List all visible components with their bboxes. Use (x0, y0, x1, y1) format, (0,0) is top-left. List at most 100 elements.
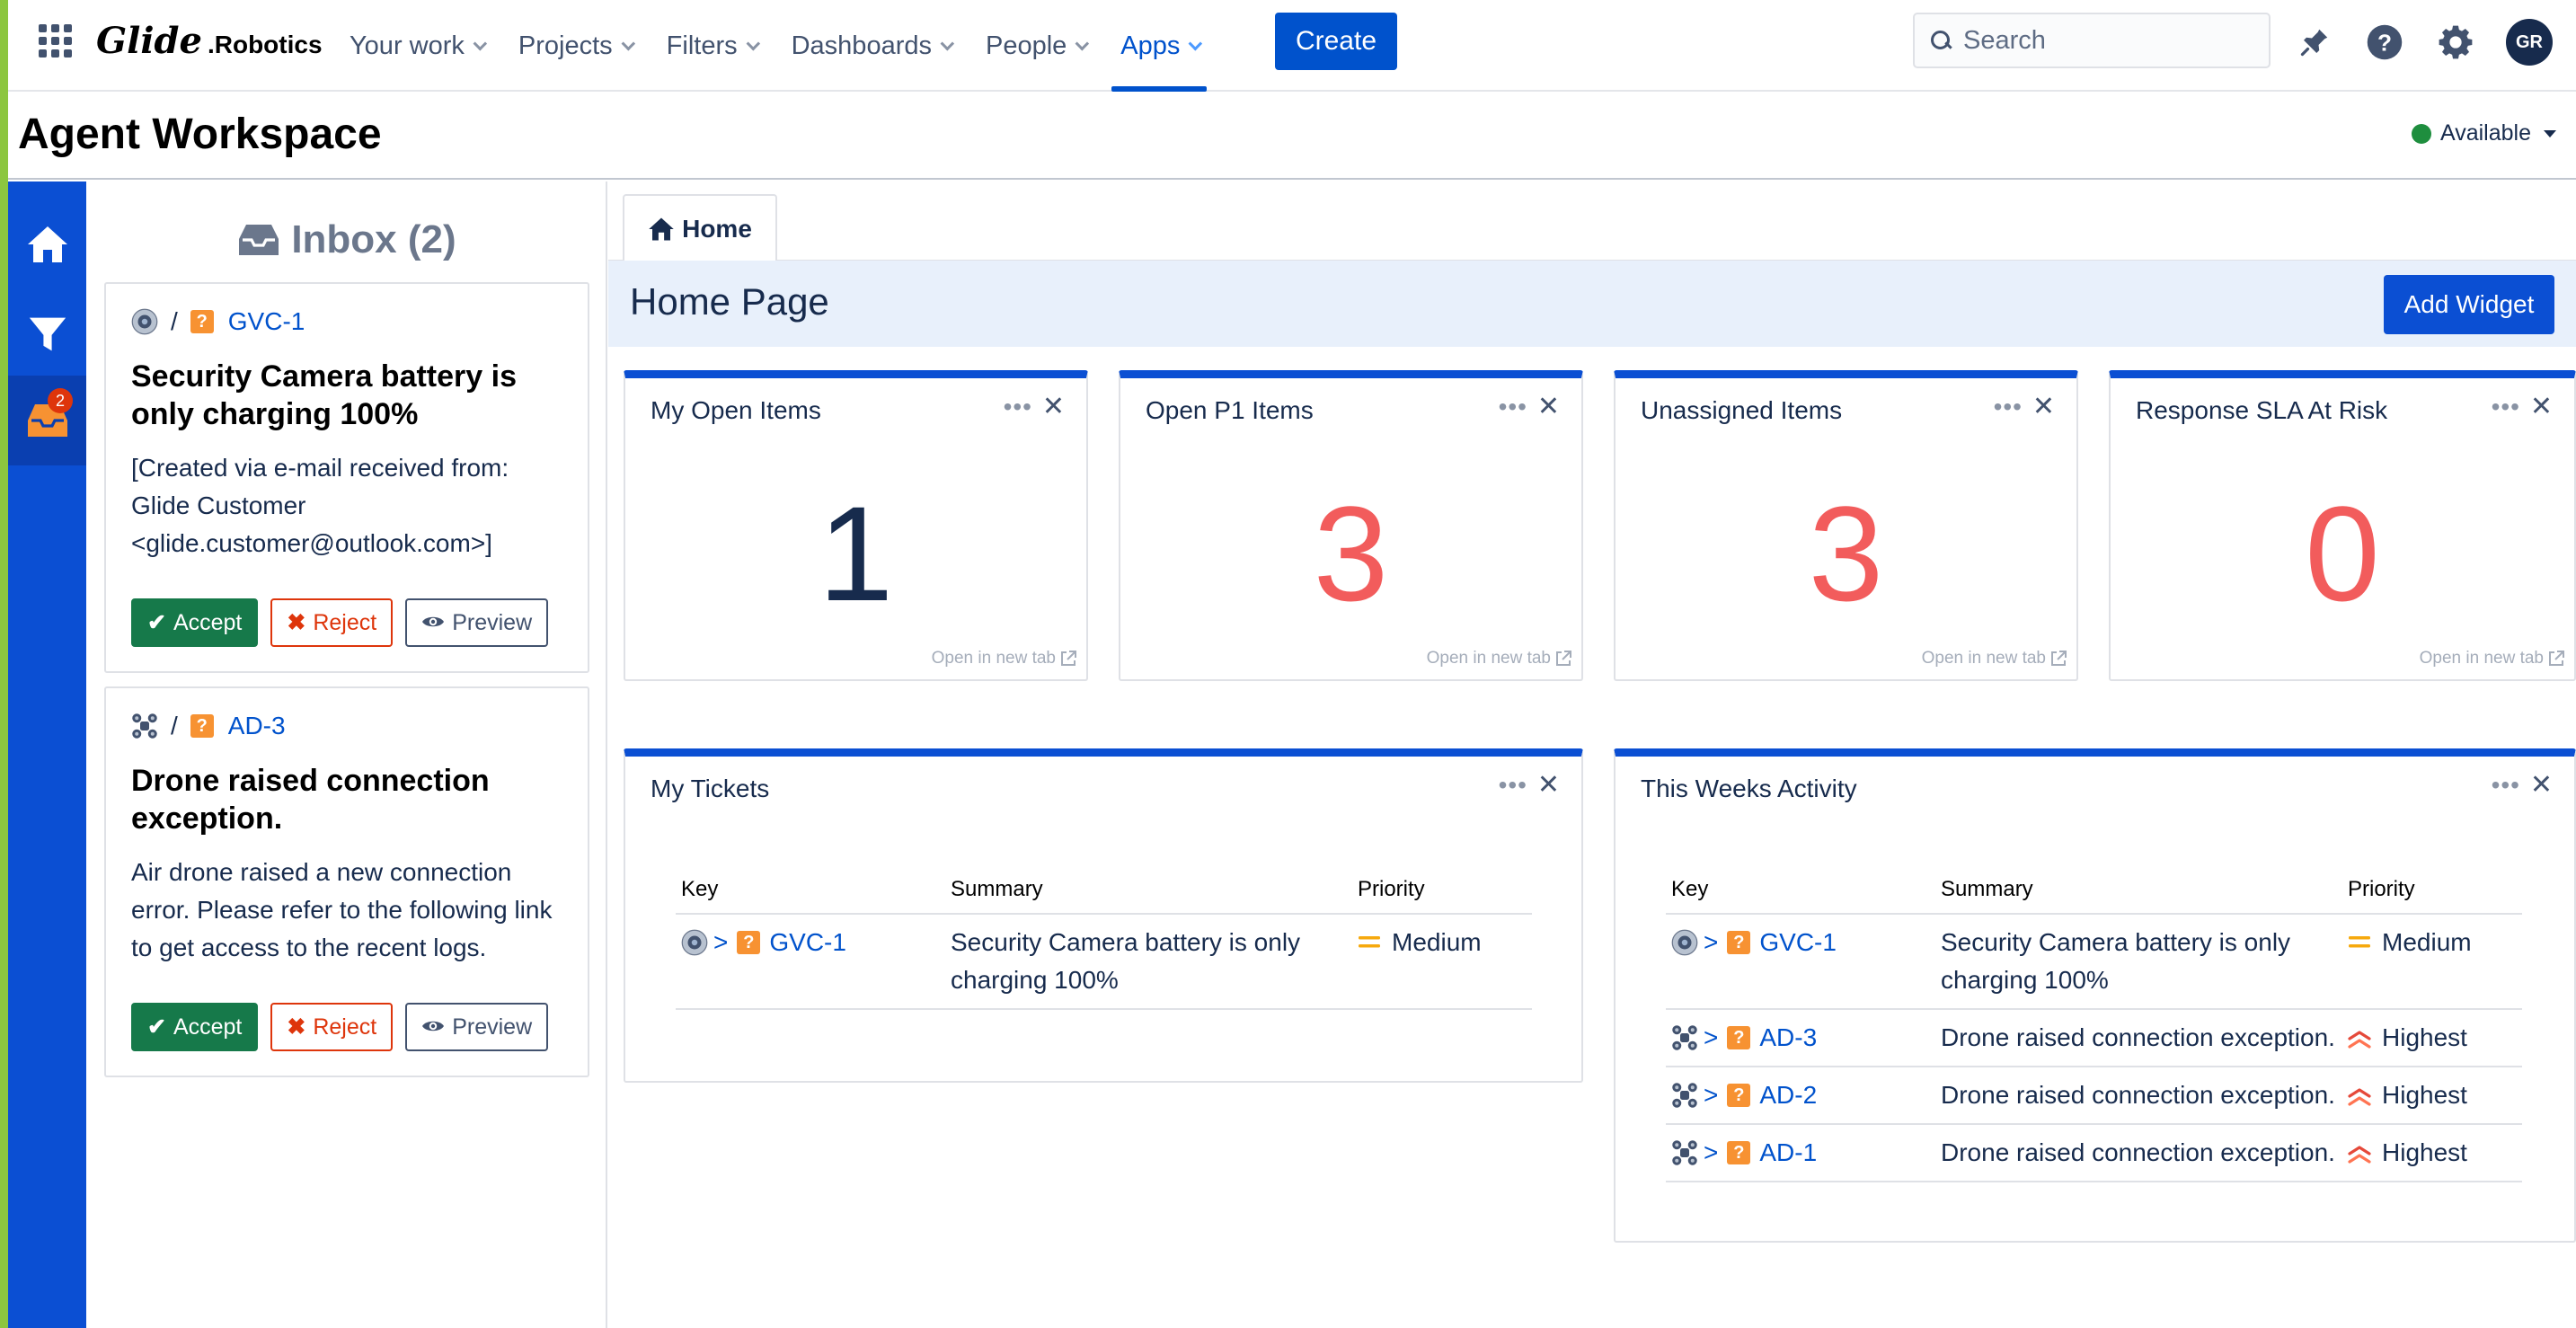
column-header[interactable]: Key (1666, 877, 1935, 915)
stat-widget-open-p1-items: Open P1 Items ••• ✕ 3 Open in new tab (1119, 370, 1583, 681)
accept-button[interactable]: ✔ Accept (131, 1003, 259, 1051)
expand-arrow[interactable]: > (1704, 1138, 1719, 1166)
issue-key-link[interactable]: AD-2 (1759, 1081, 1818, 1109)
nav-dashboards[interactable]: Dashboards (774, 0, 968, 92)
card-actions: ✔ Accept ✖ Reject Preview (131, 1003, 562, 1051)
column-header[interactable]: Key (676, 877, 945, 915)
eye-icon (421, 610, 445, 636)
stat-value[interactable]: 1 (818, 478, 894, 629)
close-icon[interactable]: ✕ (1536, 770, 1560, 800)
preview-button[interactable]: Preview (405, 598, 549, 647)
summary-cell: Security Camera battery is only charging… (1935, 914, 2342, 1010)
stat-value[interactable]: 3 (1808, 478, 1884, 629)
preview-label: Preview (452, 1014, 533, 1040)
help-icon[interactable]: ? (2362, 20, 2407, 65)
expand-arrow[interactable]: > (713, 928, 729, 956)
chevron-down-icon (1188, 36, 1203, 50)
separator: / (171, 307, 178, 335)
nav-label: People (985, 31, 1067, 60)
home-icon (27, 226, 67, 262)
card-header: / ? AD-3 (131, 710, 562, 742)
tab-home[interactable]: Home (623, 194, 777, 262)
rail-filters[interactable] (8, 289, 86, 379)
more-options-icon[interactable]: ••• (1498, 393, 1527, 421)
issue-key-link[interactable]: GVC-1 (227, 307, 305, 335)
accept-button[interactable]: ✔ Accept (131, 598, 259, 647)
close-icon[interactable]: ✕ (2032, 392, 2055, 421)
brand-logo[interactable]: Glide .Robotics (96, 20, 323, 70)
rail-home[interactable] (8, 199, 86, 289)
issue-key-link[interactable]: AD-1 (1759, 1138, 1818, 1166)
user-avatar[interactable]: GR (2506, 19, 2553, 66)
expand-arrow[interactable]: > (1704, 1023, 1719, 1051)
question-type-icon: ? (1727, 1026, 1751, 1049)
nav-your-work[interactable]: Your work (332, 0, 500, 92)
chevron-down-icon (940, 36, 955, 50)
nav-apps[interactable]: Apps (1102, 0, 1216, 92)
app-switcher-icon[interactable] (39, 24, 75, 60)
card-title: Security Camera battery is only charging… (131, 359, 517, 431)
open-in-new-tab-link[interactable]: Open in new tab (1427, 649, 1572, 668)
open-in-new-tab-link[interactable]: Open in new tab (1922, 649, 2067, 668)
column-header[interactable]: Summary (945, 877, 1352, 915)
search-input[interactable] (1963, 25, 2260, 56)
search-box[interactable] (1913, 13, 2271, 68)
priority-highest-icon (2348, 1031, 2371, 1049)
issue-key-link[interactable]: GVC-1 (769, 928, 846, 956)
more-options-icon[interactable]: ••• (2491, 771, 2520, 799)
question-type-icon: ? (190, 714, 214, 738)
external-link-icon (1061, 651, 1076, 666)
close-icon[interactable]: ✕ (2529, 770, 2553, 800)
more-options-icon[interactable]: ••• (1498, 771, 1527, 799)
issue-key-link[interactable]: GVC-1 (1759, 928, 1837, 956)
issue-key-link[interactable]: AD-3 (227, 712, 286, 739)
card-description: [Created via e-mail received from: Glide… (131, 454, 509, 557)
close-icon[interactable]: ✕ (1041, 392, 1065, 421)
issue-key-link[interactable]: AD-3 (1759, 1023, 1818, 1051)
more-options-icon[interactable]: ••• (1003, 393, 1032, 421)
open-in-new-tab-link[interactable]: Open in new tab (932, 649, 1077, 668)
column-header[interactable]: Summary (1935, 877, 2342, 915)
close-icon[interactable]: ✕ (2529, 392, 2553, 421)
inbox-heading: Inbox (2) (86, 217, 607, 262)
more-options-icon[interactable]: ••• (2491, 393, 2520, 421)
nav-people[interactable]: People (968, 0, 1102, 92)
inbox-count-badge: 2 (48, 388, 73, 413)
accent-strip (0, 0, 8, 1328)
table-row: > ? AD-3 Drone raised connection excepti… (1666, 1009, 2522, 1067)
caret-down-icon (2544, 129, 2556, 137)
settings-gear-icon[interactable] (2433, 20, 2478, 65)
expand-arrow[interactable]: > (1704, 928, 1719, 956)
rail-inbox[interactable]: 2 (8, 376, 86, 465)
nav-filters[interactable]: Filters (649, 0, 774, 92)
close-icon[interactable]: ✕ (1536, 392, 1560, 421)
check-icon: ✔ (147, 1014, 166, 1040)
preview-label: Preview (452, 609, 533, 635)
x-icon: ✖ (287, 610, 306, 635)
open-in-new-tab-link[interactable]: Open in new tab (2420, 649, 2565, 668)
home-icon (649, 217, 674, 241)
reject-button[interactable]: ✖ Reject (270, 598, 394, 647)
column-header[interactable]: Priority (2342, 877, 2522, 915)
create-button[interactable]: Create (1275, 13, 1397, 70)
stat-value[interactable]: 3 (1313, 478, 1389, 629)
availability-status-dropdown[interactable]: Available (2411, 120, 2556, 146)
reject-label: Reject (313, 609, 377, 635)
open-tab-label: Open in new tab (1426, 649, 1551, 668)
notifications-icon[interactable] (2292, 20, 2337, 65)
add-widget-button[interactable]: Add Widget (2384, 275, 2554, 334)
column-header[interactable]: Priority (1352, 877, 1532, 915)
priority-medium-icon (1359, 936, 1380, 948)
expand-arrow[interactable]: > (1704, 1081, 1719, 1109)
reject-button[interactable]: ✖ Reject (270, 1003, 394, 1051)
separator: / (171, 712, 178, 739)
stat-value[interactable]: 0 (2305, 478, 2380, 629)
svg-text:?: ? (2377, 30, 2392, 57)
widget-title: Open P1 Items (1146, 396, 1314, 424)
preview-button[interactable]: Preview (405, 1003, 549, 1051)
summary-cell: Security Camera battery is only charging… (945, 914, 1352, 1010)
more-options-icon[interactable]: ••• (1993, 393, 2023, 421)
left-rail: 2 (8, 181, 86, 1328)
tab-bar: Home (608, 181, 2576, 262)
nav-projects[interactable]: Projects (500, 0, 649, 92)
